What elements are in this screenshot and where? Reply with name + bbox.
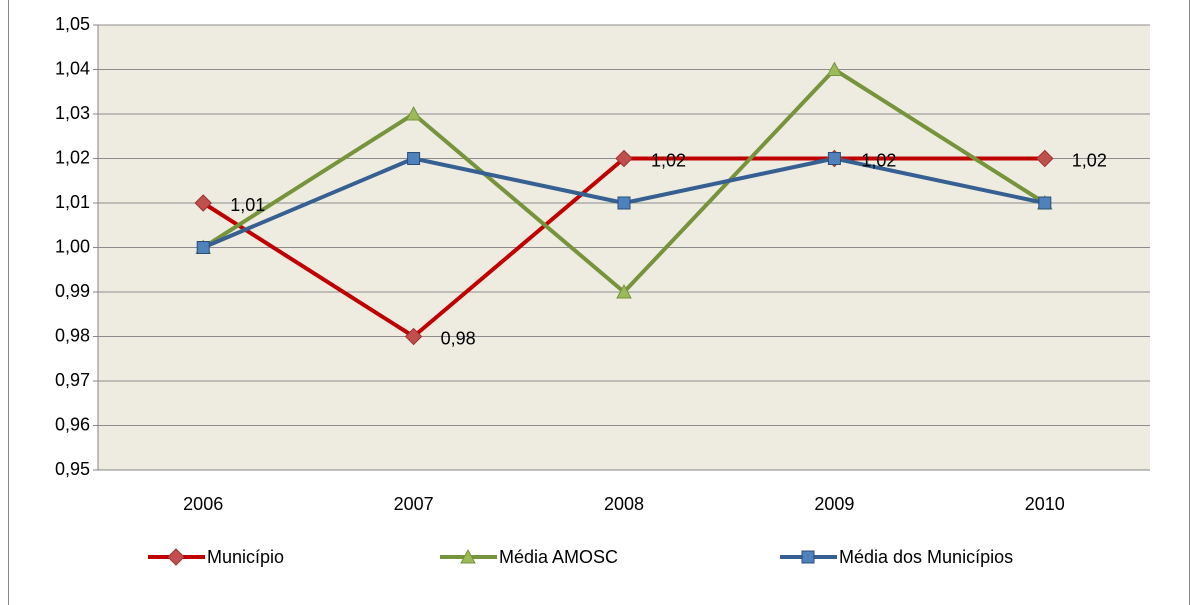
marker xyxy=(194,194,212,212)
marker xyxy=(1036,149,1054,168)
marker xyxy=(617,196,631,210)
x-tick-label: 2008 xyxy=(604,494,644,514)
y-tick-label: 1,01 xyxy=(55,192,90,212)
marker xyxy=(405,105,422,121)
y-tick-label: 1,04 xyxy=(55,58,90,78)
y-tick-label: 1,02 xyxy=(55,147,90,167)
legend-label: Média dos Municípios xyxy=(839,547,1013,567)
data-label: 1,02 xyxy=(651,150,686,170)
y-tick-label: 0,97 xyxy=(55,370,90,390)
marker xyxy=(826,61,843,76)
y-tick-label: 0,99 xyxy=(55,281,90,301)
x-tick-label: 2007 xyxy=(394,494,434,514)
x-tick-label: 2006 xyxy=(183,494,223,514)
marker xyxy=(407,152,421,165)
x-tick-label: 2009 xyxy=(814,494,854,514)
data-label: 1,01 xyxy=(230,195,265,215)
marker xyxy=(196,241,210,254)
marker xyxy=(827,152,841,165)
data-label: 1,02 xyxy=(861,150,896,170)
y-tick-label: 1,00 xyxy=(55,236,90,256)
y-tick-label: 1,05 xyxy=(55,14,90,34)
data-label: 0,98 xyxy=(441,328,476,348)
y-tick-label: 0,96 xyxy=(55,414,90,434)
legend-marker xyxy=(460,548,476,564)
legend-marker xyxy=(801,550,815,564)
x-tick-label: 2010 xyxy=(1025,494,1065,514)
legend-label: Município xyxy=(207,547,284,567)
marker xyxy=(404,327,423,346)
marker xyxy=(616,283,632,299)
y-tick-label: 1,03 xyxy=(55,103,90,123)
legend-label: Média AMOSC xyxy=(499,547,618,567)
y-tick-label: 0,98 xyxy=(55,325,90,345)
legend-marker xyxy=(167,548,185,566)
y-tick-label: 0,95 xyxy=(55,459,90,479)
marker xyxy=(1038,196,1052,210)
data-label: 1,02 xyxy=(1072,150,1107,170)
marker xyxy=(615,149,633,168)
